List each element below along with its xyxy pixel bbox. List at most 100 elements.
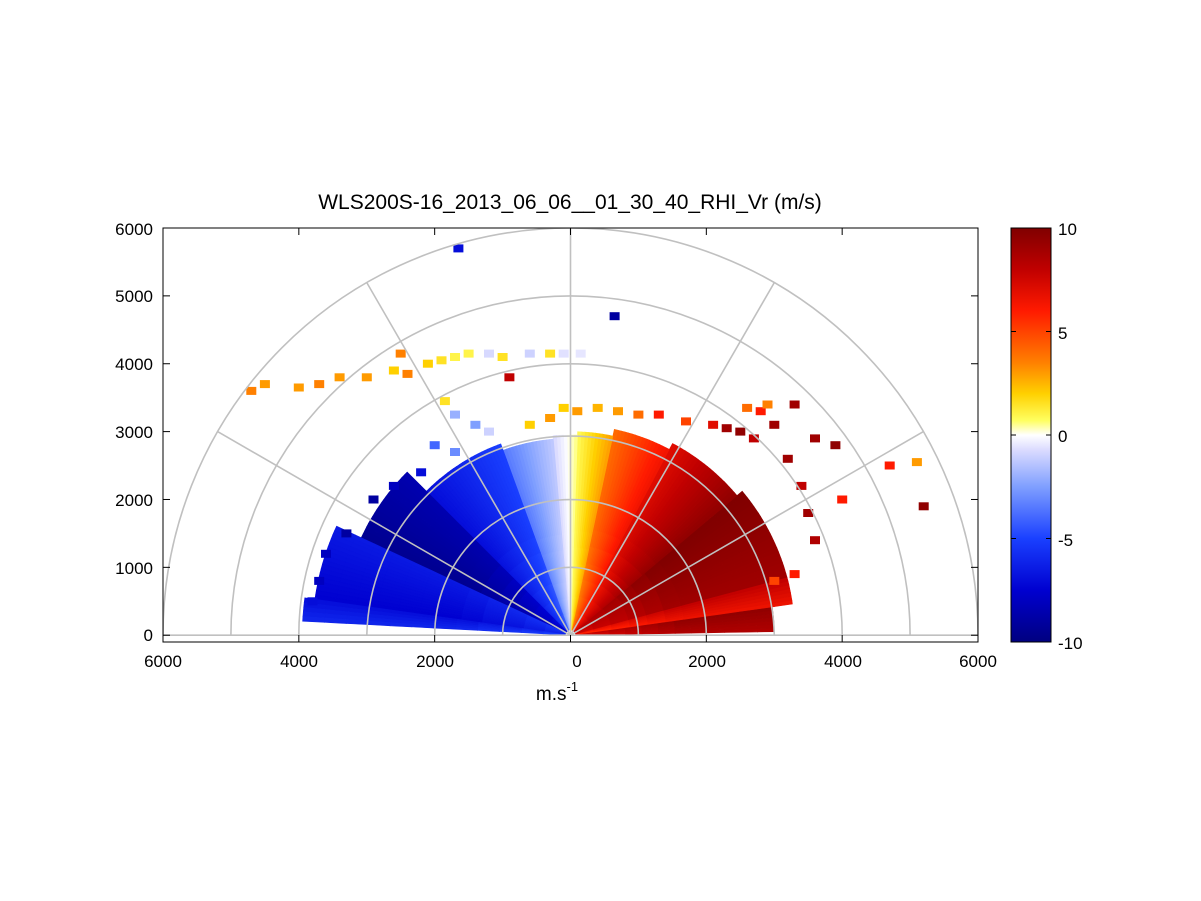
y-tick-label: 1000: [115, 559, 153, 578]
velocity-cell-scatter: [782, 454, 793, 463]
velocity-cell-scatter: [453, 244, 464, 253]
y-tick-label: 3000: [115, 423, 153, 442]
x-tick-labels: 6000 4000 2000 0 2000 4000 6000: [144, 652, 997, 671]
velocity-cell-scatter: [439, 397, 450, 406]
velocity-cell-scatter: [558, 349, 569, 358]
velocity-cell-scatter: [314, 576, 325, 585]
velocity-cell: [576, 431, 582, 449]
velocity-cell-scatter: [545, 414, 556, 422]
velocity-cell-scatter: [633, 410, 644, 419]
velocity-cell-scatter: [796, 481, 807, 490]
velocity-cell-scatter: [708, 420, 719, 429]
velocity-cell-scatter: [762, 400, 773, 409]
velocity-cell-scatter: [769, 420, 780, 429]
velocity-cell-scatter: [837, 495, 848, 504]
velocity-cell-scatter: [429, 441, 440, 450]
colorbar-tick-labels: 10 5 0 -5 -10: [1058, 220, 1083, 653]
axis-ticks: [162, 227, 979, 642]
y-tick-label: 0: [144, 626, 153, 645]
x-axis-label-base: m.s: [536, 684, 567, 705]
colorbar-tick-label: 5: [1058, 324, 1067, 343]
velocity-cell-scatter: [545, 349, 556, 358]
velocity-cell: [727, 490, 746, 507]
x-tick-label: 4000: [824, 652, 862, 671]
x-axis-label-superscript: -1: [567, 679, 579, 694]
azimuth-spoke: [217, 430, 571, 636]
velocity-cell-scatter: [735, 427, 746, 436]
velocity-cell-scatter: [321, 549, 331, 558]
velocity-cell-scatter: [497, 353, 508, 361]
velocity-cell-scatter: [810, 536, 820, 545]
velocity-cell-scatter: [609, 312, 620, 321]
velocity-cell-scatter: [613, 407, 623, 416]
velocity-cell-scatter: [416, 468, 427, 477]
velocity-cell-scatter: [803, 509, 814, 517]
x-tick-label: 0: [572, 652, 581, 671]
azimuth-spoke: [570, 430, 924, 636]
colorbar-tick-label: -5: [1058, 531, 1073, 550]
velocity-cell-scatter: [314, 380, 325, 389]
y-tick-label: 6000: [115, 220, 153, 239]
velocity-cell-scatter: [450, 353, 460, 361]
velocity-cell-scatter: [422, 359, 433, 368]
velocity-cell-scatter: [368, 495, 379, 504]
velocity-cell-scatter: [259, 380, 270, 389]
velocity-cell-scatter: [436, 356, 447, 365]
velocity-cell-scatter: [721, 424, 732, 433]
colorbar: [1010, 227, 1052, 643]
velocity-cell-scatter: [918, 502, 929, 511]
velocity-cell-scatter: [388, 481, 399, 490]
velocity-cell-scatter: [402, 369, 413, 378]
velocity-cell-scatter: [334, 373, 345, 382]
velocity-cell-scatter: [504, 373, 515, 382]
velocity-cell-scatter: [395, 349, 406, 358]
velocity-cell-scatter: [450, 448, 460, 456]
velocity-cell: [302, 616, 326, 623]
velocity-cell-scatter: [470, 420, 481, 429]
x-axis-label: m.s-1: [536, 679, 578, 705]
velocity-cell-scatter: [307, 597, 318, 606]
velocity-cell-scatter: [484, 427, 494, 436]
colorbar-tick-label: 10: [1058, 220, 1077, 239]
azimuth-spoke: [366, 282, 572, 636]
velocity-cell-scatter: [341, 529, 352, 538]
colorbar-tick-label: -10: [1058, 634, 1083, 653]
velocity-cell-scatter: [463, 349, 474, 358]
y-tick-label: 2000: [115, 491, 153, 510]
velocity-cell: [573, 434, 578, 452]
velocity-cell-scatter: [575, 349, 586, 358]
y-tick-labels: 0 1000 2000 3000 4000 5000 6000: [115, 220, 153, 645]
x-tick-label: 6000: [959, 652, 997, 671]
velocity-cell-scatter: [755, 407, 766, 416]
velocity-cell-scatter: [789, 400, 800, 409]
velocity-cell-scatter: [681, 417, 691, 426]
velocity-cell-scatter: [592, 403, 603, 412]
velocity-cell-scatter: [361, 373, 372, 382]
x-tick-label: 6000: [144, 652, 182, 671]
y-tick-label: 5000: [115, 287, 153, 306]
velocity-cell-scatter: [884, 461, 895, 470]
velocity-cell-scatter: [450, 410, 460, 419]
velocity-cell-scatter: [653, 410, 664, 419]
velocity-cell-scatter: [748, 434, 759, 443]
velocity-cell-scatter: [246, 386, 257, 395]
velocity-cell-scatter: [572, 407, 583, 416]
velocity-cell-scatter: [810, 434, 820, 443]
velocity-cell-scatter: [388, 366, 399, 375]
chart-title: WLS200S-16_2013_06_06__01_30_40_RHI_Vr (…: [318, 191, 822, 214]
velocity-cell-scatter: [524, 349, 535, 358]
velocity-cell-scatter: [558, 403, 569, 412]
x-tick-label: 2000: [416, 652, 454, 671]
x-tick-label: 2000: [688, 652, 726, 671]
azimuth-spoke: [569, 282, 775, 636]
y-tick-label: 4000: [115, 355, 153, 374]
velocity-cell-scatter: [830, 441, 841, 450]
velocity-cell-scatter: [789, 570, 800, 579]
velocity-cell-scatter: [742, 403, 753, 412]
velocity-cell-scatter: [769, 576, 780, 585]
x-tick-label: 4000: [280, 652, 318, 671]
velocity-cell-scatter: [911, 458, 922, 467]
velocity-cell-scatter: [524, 420, 535, 429]
velocity-cell-scatter: [484, 349, 494, 358]
